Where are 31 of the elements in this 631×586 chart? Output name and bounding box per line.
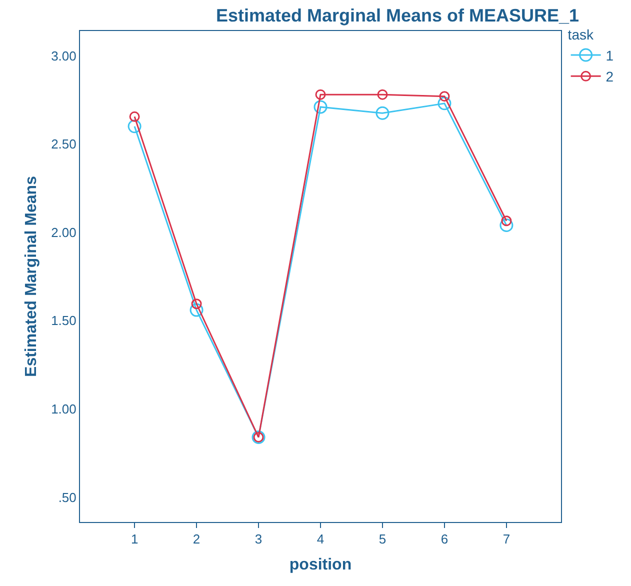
x-tick-label: 7 bbox=[502, 532, 510, 547]
y-tick-label: 1.50 bbox=[51, 313, 76, 328]
point bbox=[128, 120, 142, 134]
x-axis-title: position bbox=[289, 556, 352, 574]
legend-title: task bbox=[568, 26, 594, 42]
point bbox=[314, 100, 328, 114]
x-tick-label: 5 bbox=[378, 532, 386, 547]
point bbox=[129, 111, 140, 122]
y-tick-label: 2.50 bbox=[51, 136, 76, 152]
point bbox=[439, 91, 450, 102]
point bbox=[190, 303, 204, 317]
x-tick-label: 2 bbox=[192, 532, 200, 547]
legend-label: 1 bbox=[606, 47, 614, 64]
x-tick-label: 1 bbox=[130, 532, 138, 547]
legend-label: 2 bbox=[606, 68, 614, 85]
y-axis-title: Estimated Marginal Means bbox=[22, 176, 40, 377]
point bbox=[377, 89, 388, 100]
y-tick-label: 1.00 bbox=[51, 402, 76, 417]
y-tick-label: 2.00 bbox=[51, 224, 76, 240]
chart-title: Estimated Marginal Means of MEASURE_1 bbox=[216, 5, 580, 26]
x-tick-label: 3 bbox=[254, 532, 262, 547]
point bbox=[376, 106, 390, 120]
point bbox=[438, 96, 452, 110]
y-tick-label: 3.00 bbox=[51, 48, 76, 64]
point bbox=[501, 216, 512, 226]
point bbox=[315, 89, 326, 100]
y-tick-label: .50 bbox=[58, 490, 76, 505]
x-tick-label: 4 bbox=[316, 532, 324, 547]
point bbox=[191, 298, 202, 310]
x-tick-label: 6 bbox=[440, 532, 448, 547]
point bbox=[500, 218, 514, 232]
